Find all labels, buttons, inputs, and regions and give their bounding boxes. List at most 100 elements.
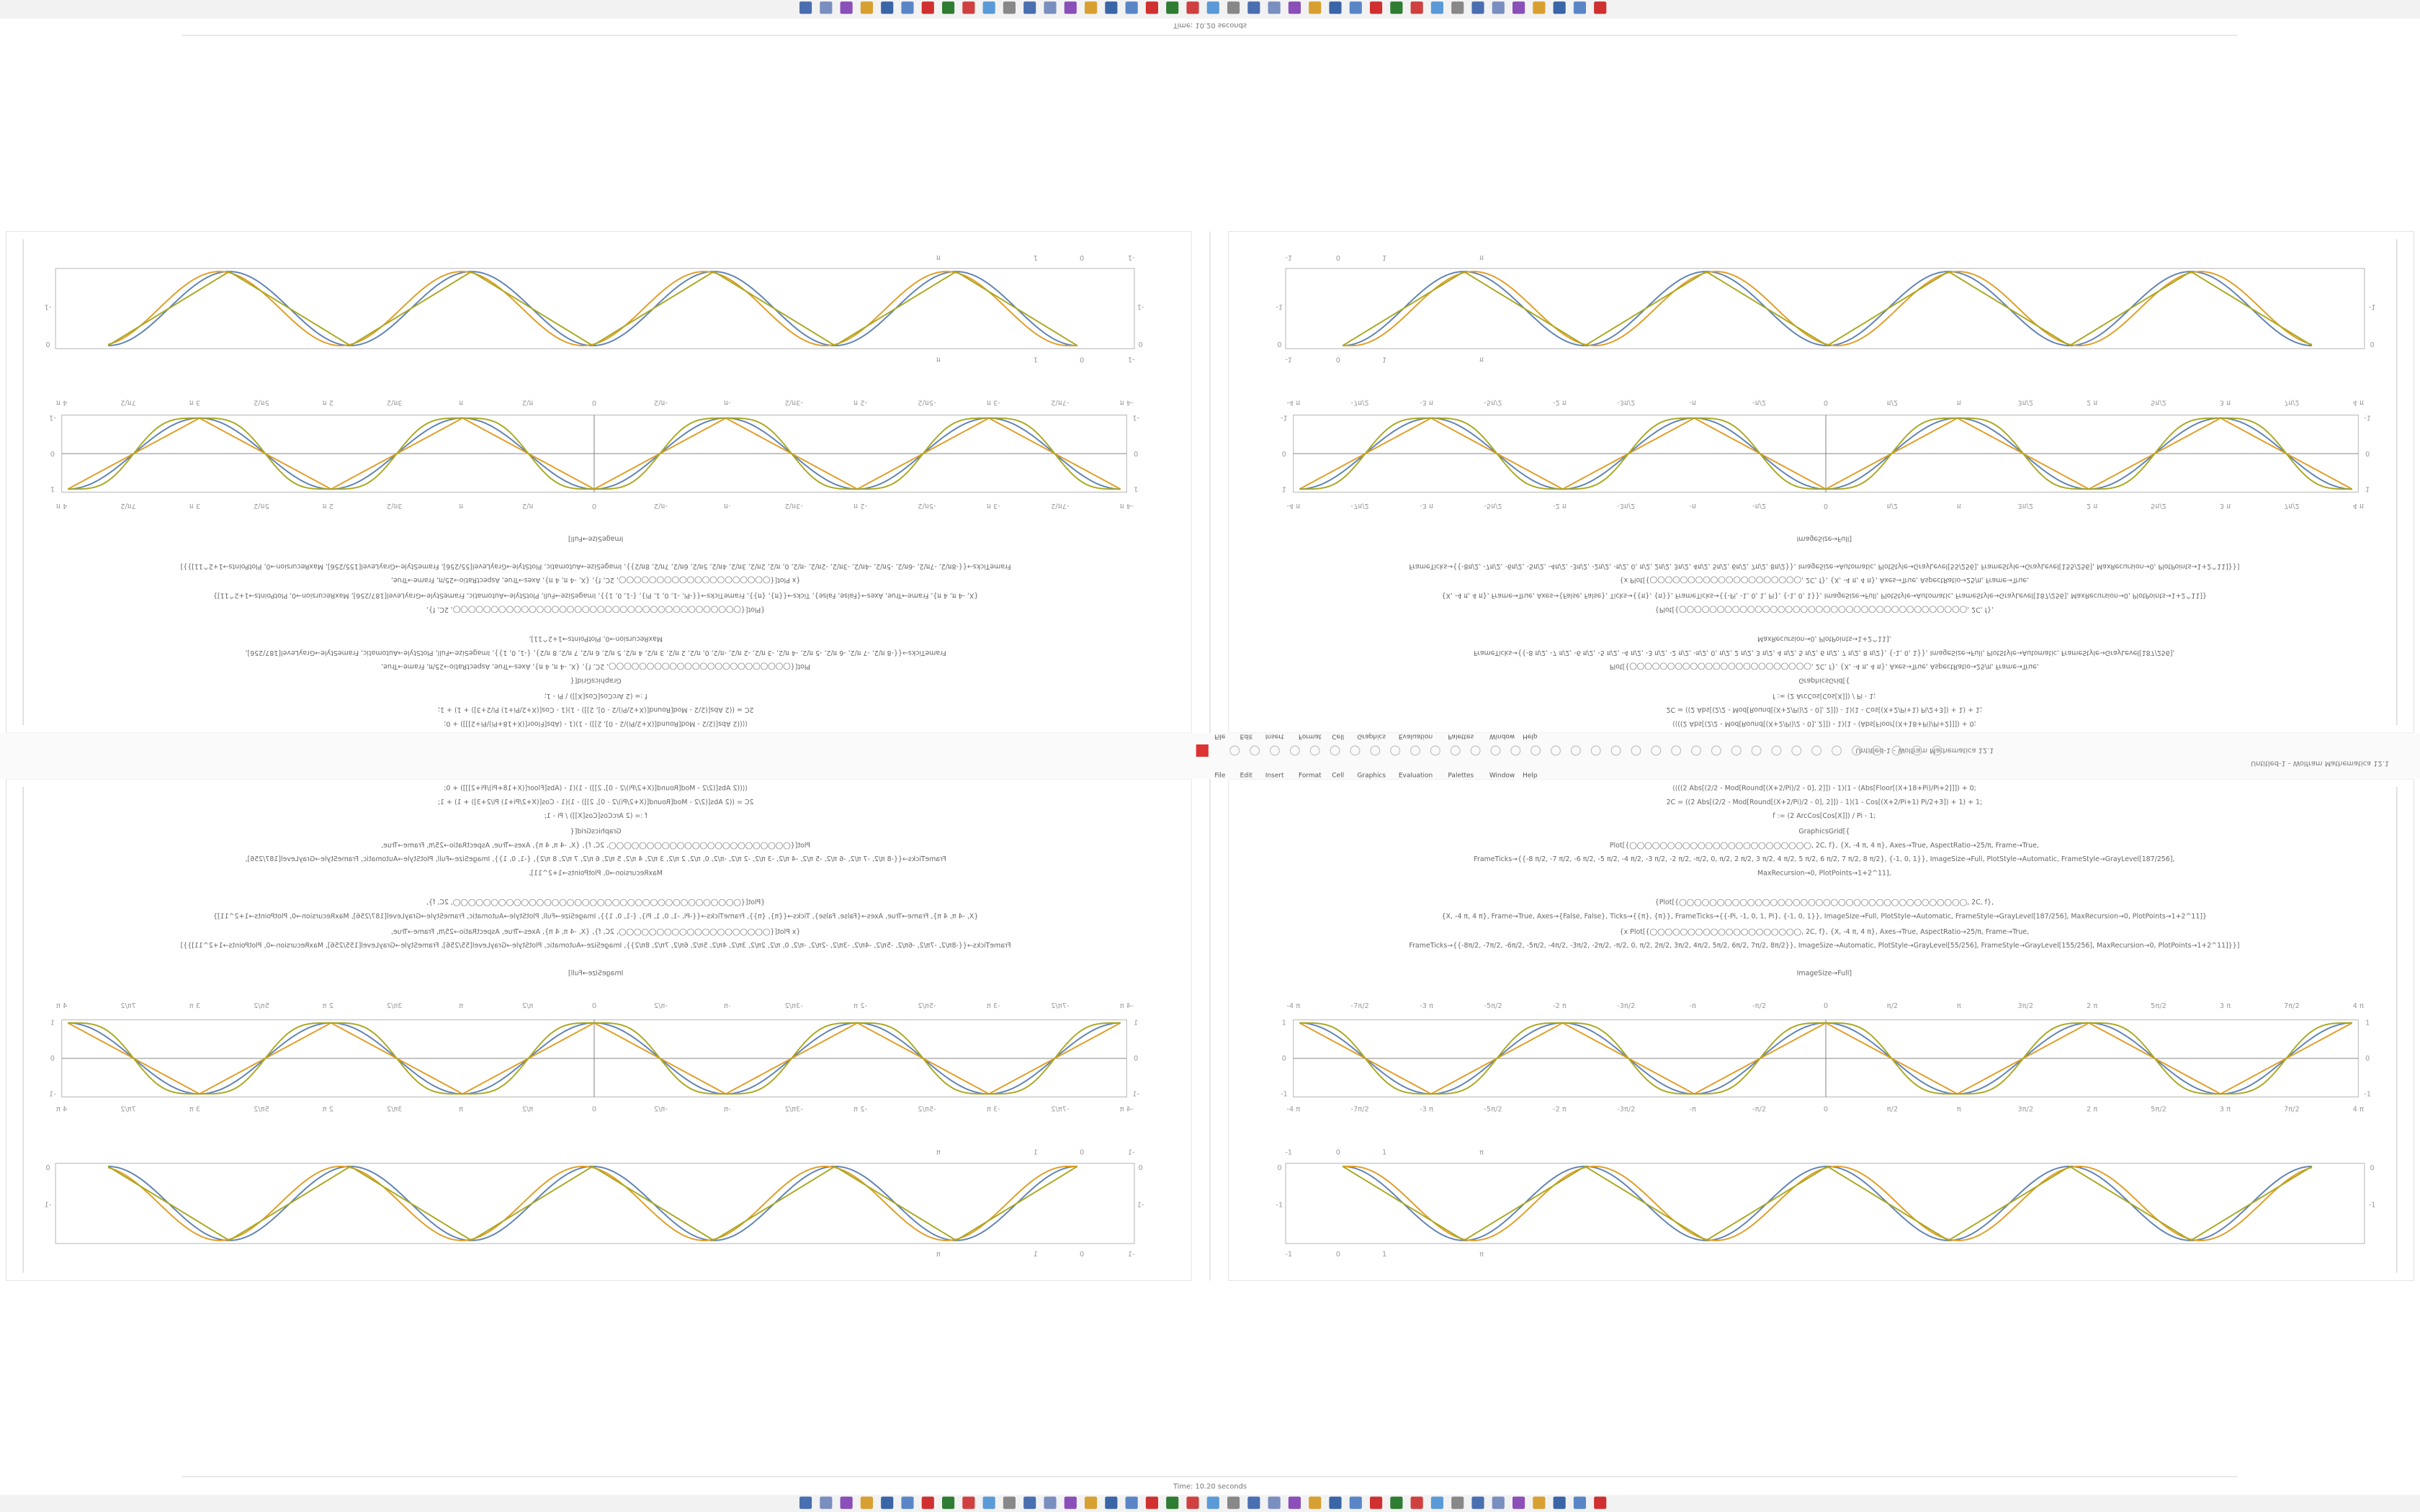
menu-item[interactable]: Palettes	[1448, 733, 1474, 740]
taskbar-icon[interactable]	[1533, 1, 1546, 14]
taskbar-icon[interactable]	[1430, 1, 1443, 14]
menu-item[interactable]: Evaluation	[1399, 772, 1433, 779]
taskbar-icon[interactable]	[1023, 1, 1036, 14]
taskbar-icon[interactable]	[1533, 1496, 1546, 1509]
taskbar-icon[interactable]	[1227, 1, 1240, 14]
taskbar-icon[interactable]	[1349, 1496, 1362, 1509]
taskbar-icon[interactable]	[1044, 1, 1057, 14]
taskbar-icon[interactable]	[1492, 1, 1505, 14]
menu-item[interactable]: Evaluation	[1399, 733, 1433, 740]
taskbar-icon[interactable]	[1166, 1496, 1179, 1509]
menu-item[interactable]: Insert	[1265, 733, 1284, 740]
taskbar-icon[interactable]	[901, 1, 914, 14]
taskbar-icon[interactable]	[1206, 1496, 1219, 1509]
taskbar-icon[interactable]	[1288, 1, 1301, 14]
taskbar-icon[interactable]	[1105, 1496, 1118, 1509]
menu-item[interactable]: Window	[1489, 772, 1515, 779]
menu-item[interactable]: Graphics	[1357, 733, 1386, 740]
taskbar-icon[interactable]	[1471, 1496, 1484, 1509]
taskbar-icon[interactable]	[1410, 1496, 1423, 1509]
taskbar-icon[interactable]	[860, 1, 873, 14]
menu-item[interactable]: Insert	[1265, 772, 1284, 779]
taskbar-icon[interactable]	[1085, 1496, 1098, 1509]
taskbar-icon[interactable]	[1003, 1496, 1016, 1509]
taskbar-icon[interactable]	[1227, 1496, 1240, 1509]
taskbar-icon[interactable]	[1430, 1496, 1443, 1509]
menu-item[interactable]: File	[1214, 772, 1226, 779]
taskbar-icon[interactable]	[942, 1496, 955, 1509]
taskbar-icon[interactable]	[921, 1, 934, 14]
taskbar-icon[interactable]	[1492, 1496, 1505, 1509]
taskbar-icon[interactable]	[1471, 1, 1484, 14]
taskbar-icon[interactable]	[1512, 1496, 1525, 1509]
menu-item[interactable]: Graphics	[1357, 772, 1386, 779]
taskbar-icon[interactable]	[1390, 1, 1403, 14]
taskbar-icon[interactable]	[881, 1496, 894, 1509]
taskbar-icon[interactable]	[840, 1496, 853, 1509]
taskbar-icon[interactable]	[820, 1496, 833, 1509]
taskbar-icon[interactable]	[1145, 1496, 1158, 1509]
taskbar-icon[interactable]	[1003, 1, 1016, 14]
taskbar-icon[interactable]	[1451, 1496, 1464, 1509]
taskbar-icon[interactable]	[1186, 1496, 1199, 1509]
taskbar-icon[interactable]	[840, 1, 853, 14]
taskbar-icon[interactable]	[1125, 1, 1138, 14]
taskbar-icon[interactable]	[1349, 1, 1362, 14]
menu-item[interactable]: Window	[1489, 733, 1515, 740]
taskbar-icon[interactable]	[1329, 1, 1342, 14]
taskbar-icon[interactable]	[1390, 1496, 1403, 1509]
menu-item[interactable]: Cell	[1332, 772, 1344, 779]
menu-item[interactable]: Palettes	[1448, 772, 1474, 779]
taskbar-icon[interactable]	[860, 1496, 873, 1509]
taskbar-icon[interactable]	[921, 1496, 934, 1509]
taskbar-icon[interactable]	[799, 1, 812, 14]
taskbar-icon[interactable]	[1085, 1, 1098, 14]
taskbar-icon[interactable]	[901, 1496, 914, 1509]
taskbar-icon[interactable]	[1309, 1496, 1322, 1509]
taskbar-icon[interactable]	[962, 1, 975, 14]
taskbar-icon[interactable]	[1370, 1496, 1383, 1509]
menu-item[interactable]: Help	[1523, 772, 1538, 779]
taskbar-icon[interactable]	[1573, 1, 1586, 14]
taskbar-icon[interactable]	[982, 1496, 995, 1509]
taskbar-icon[interactable]	[1064, 1, 1077, 14]
taskbar-icon[interactable]	[1064, 1496, 1077, 1509]
taskbar-icon[interactable]	[1410, 1, 1423, 14]
menu-item[interactable]: Edit	[1240, 733, 1253, 740]
taskbar-icon[interactable]	[1594, 1, 1607, 14]
taskbar-icon[interactable]	[1594, 1496, 1607, 1509]
taskbar-icon[interactable]	[820, 1, 833, 14]
taskbar-icon[interactable]	[1206, 1, 1219, 14]
taskbar-icon[interactable]	[1023, 1496, 1036, 1509]
menu-item[interactable]: Edit	[1240, 772, 1253, 779]
taskbar-icon[interactable]	[1166, 1, 1179, 14]
taskbar-icon[interactable]	[1268, 1496, 1281, 1509]
taskbar-icon[interactable]	[1044, 1496, 1057, 1509]
menu-item[interactable]: Format	[1299, 733, 1322, 740]
menu-item[interactable]: Help	[1523, 733, 1538, 740]
taskbar-icon[interactable]	[1268, 1, 1281, 14]
taskbar-icon[interactable]	[982, 1, 995, 14]
taskbar-icon[interactable]	[1288, 1496, 1301, 1509]
taskbar-icon[interactable]	[1329, 1496, 1342, 1509]
menu-item[interactable]: File	[1214, 733, 1226, 740]
toolbar-button[interactable]	[1196, 744, 1209, 757]
taskbar-icon[interactable]	[1370, 1, 1383, 14]
taskbar-icon[interactable]	[1247, 1496, 1260, 1509]
taskbar-icon[interactable]	[1553, 1, 1566, 14]
taskbar-icon[interactable]	[1553, 1496, 1566, 1509]
taskbar-icon[interactable]	[1451, 1, 1464, 14]
taskbar-icon[interactable]	[881, 1, 894, 14]
taskbar-icon[interactable]	[1125, 1496, 1138, 1509]
menu-item[interactable]: Cell	[1332, 733, 1344, 740]
taskbar-icon[interactable]	[1512, 1, 1525, 14]
taskbar-icon[interactable]	[1186, 1, 1199, 14]
taskbar-icon[interactable]	[962, 1496, 975, 1509]
taskbar-icon[interactable]	[799, 1496, 812, 1509]
taskbar-icon[interactable]	[1105, 1, 1118, 14]
taskbar-icon[interactable]	[942, 1, 955, 14]
taskbar-icon[interactable]	[1573, 1496, 1586, 1509]
menu-item[interactable]: Format	[1299, 772, 1322, 779]
taskbar-icon[interactable]	[1247, 1, 1260, 14]
taskbar-icon[interactable]	[1145, 1, 1158, 14]
